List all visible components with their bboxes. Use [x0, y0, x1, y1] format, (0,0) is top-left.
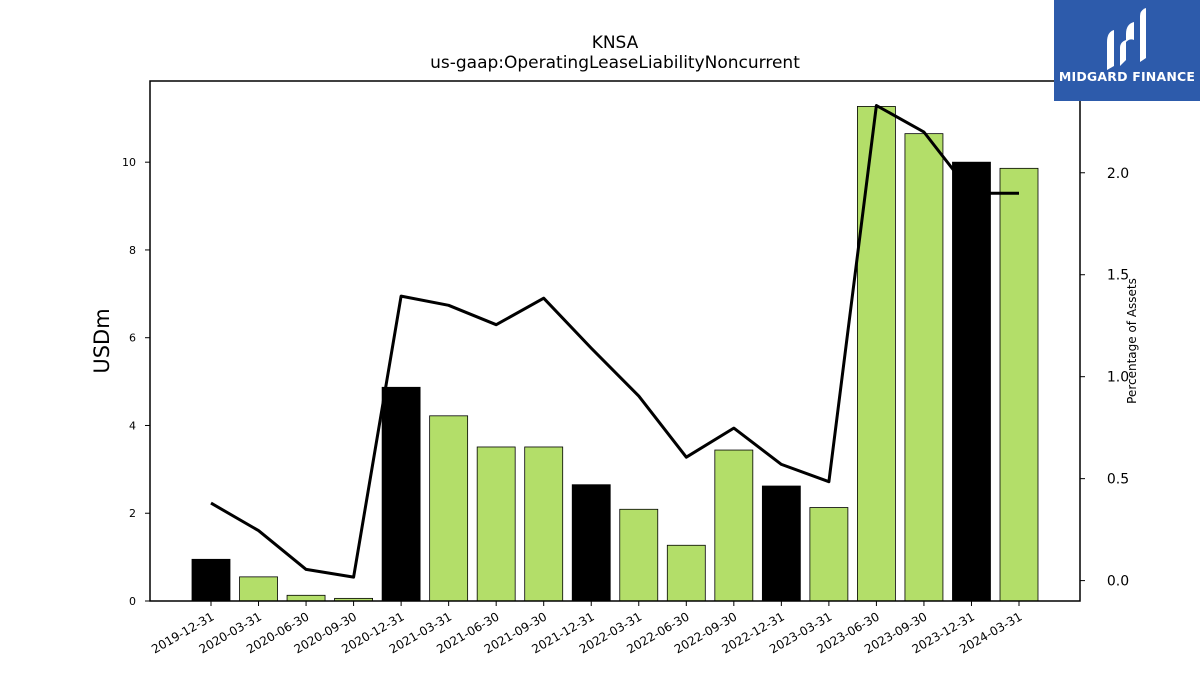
y2-tick-label: 2.0: [1107, 166, 1129, 182]
y-tick-label: 8: [129, 244, 136, 257]
bar: [761, 485, 801, 602]
percentage-line: [210, 104, 1019, 579]
bar: [904, 133, 944, 602]
midgard-finance-logo: MIDGARD FINANCE: [1054, 0, 1200, 101]
bar: [619, 508, 659, 602]
bar: [239, 576, 278, 602]
bar: [571, 484, 611, 602]
chart-subtitle: us-gaap:OperatingLeaseLiabilityNoncurren…: [430, 53, 800, 73]
bar: [191, 558, 231, 602]
y-tick-label: 4: [129, 419, 136, 432]
y-axis-label: USDm: [90, 308, 114, 373]
y2-tick-label: 0.5: [1107, 472, 1129, 488]
bar: [666, 544, 706, 602]
y2-tick-label: 0.0: [1107, 574, 1129, 590]
bars-group: [191, 106, 1039, 602]
y2-tick-label: 1.5: [1107, 268, 1129, 284]
bar: [999, 167, 1039, 602]
bar: [381, 386, 421, 602]
bar: [524, 446, 564, 602]
y2-axis-label: Percentage of Assets: [1125, 278, 1139, 404]
bar: [809, 507, 849, 602]
bar: [476, 446, 516, 602]
y-tick-label: 6: [129, 332, 136, 345]
y-tick-label: 10: [122, 156, 136, 169]
bar: [857, 106, 896, 602]
bar: [429, 415, 469, 602]
bar: [714, 449, 754, 602]
chart-title: KNSA: [592, 33, 639, 53]
bar: [952, 161, 991, 602]
plot-frame: [149, 80, 1081, 602]
line-layer: [210, 104, 1020, 579]
y2-tick-label: 1.0: [1107, 370, 1129, 386]
bar: [286, 594, 326, 602]
y-tick-label: 2: [129, 507, 136, 520]
y-tick-label: 0: [129, 595, 136, 608]
logo-text: MIDGARD FINANCE: [1058, 69, 1196, 84]
logo-mark-icon: [1107, 8, 1146, 70]
